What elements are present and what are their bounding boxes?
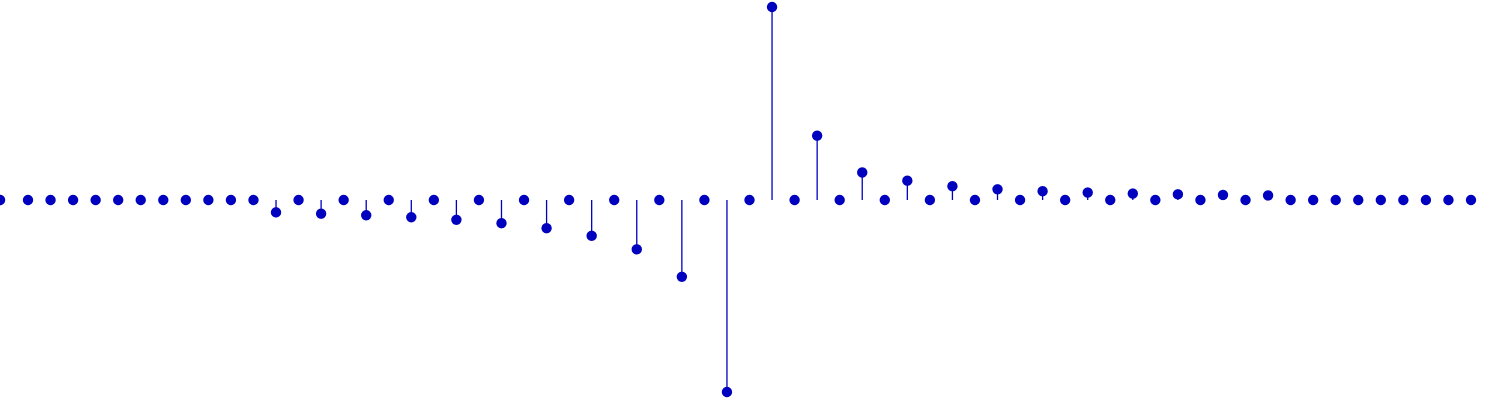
stem-marker (45, 194, 56, 206)
stem-marker (1082, 187, 1093, 198)
stem-marker (406, 212, 417, 223)
stem-marker (315, 208, 327, 219)
stem-marker (496, 218, 507, 229)
stem-marker (586, 230, 597, 242)
stem-marker (67, 194, 79, 206)
stem-lines (275, 7, 1269, 392)
stem-marker (1443, 194, 1454, 206)
stem-marker (924, 194, 936, 206)
stem-marker (338, 194, 349, 206)
stem-marker (225, 194, 237, 206)
stem-marker (1127, 188, 1138, 199)
stem-marker (676, 271, 688, 282)
stem-markers (0, 1, 1477, 398)
stem-marker (631, 244, 642, 255)
stem-marker (1307, 194, 1319, 206)
stem-marker (22, 194, 34, 206)
stem-marker (1465, 194, 1477, 206)
stem-marker (969, 194, 981, 206)
stem-marker (180, 194, 192, 206)
stem-marker (248, 194, 259, 206)
stem-marker (857, 167, 868, 178)
stem-marker (428, 194, 440, 206)
stem-marker (518, 194, 530, 206)
stem-marker (473, 194, 485, 206)
stem-marker (270, 207, 282, 218)
stem-marker (744, 194, 755, 206)
stem-marker (1105, 194, 1116, 206)
stem-marker (1285, 194, 1296, 206)
stem-marker (654, 194, 665, 206)
stem-marker (0, 194, 6, 206)
stem-marker (902, 175, 913, 186)
stem-marker (947, 181, 958, 192)
stem-marker (1398, 194, 1409, 206)
stem-marker (811, 130, 823, 141)
stem-marker (1195, 194, 1206, 206)
stem-marker (1375, 194, 1387, 206)
stem-marker (203, 194, 214, 206)
stem-marker (1420, 194, 1432, 206)
stem-marker (879, 194, 890, 206)
stem-marker (1172, 189, 1184, 200)
stem-marker (1262, 190, 1274, 201)
stem-marker (293, 194, 304, 206)
stem-marker (361, 210, 372, 221)
stem-marker (90, 194, 101, 206)
stem-marker (1240, 194, 1251, 206)
stem-marker (1150, 194, 1161, 206)
stem-marker (112, 194, 124, 206)
stem-marker (609, 194, 620, 206)
stem-marker (1353, 194, 1364, 206)
stem-marker (834, 194, 845, 206)
stem-marker (451, 214, 462, 225)
stem-marker (1037, 186, 1048, 197)
stem-marker (1059, 194, 1071, 206)
stem-marker (766, 1, 778, 13)
stem-marker (135, 194, 146, 206)
stem-marker (1014, 194, 1026, 206)
stem-marker (158, 194, 169, 206)
stem-marker (541, 222, 552, 234)
stem-marker (1330, 194, 1341, 206)
stem-marker (992, 184, 1003, 195)
stem-marker (383, 194, 394, 206)
stem-marker (699, 194, 710, 206)
stem-marker (789, 194, 800, 206)
stem-marker (563, 194, 575, 206)
stem-marker (721, 386, 733, 398)
stem-marker (1217, 189, 1229, 201)
